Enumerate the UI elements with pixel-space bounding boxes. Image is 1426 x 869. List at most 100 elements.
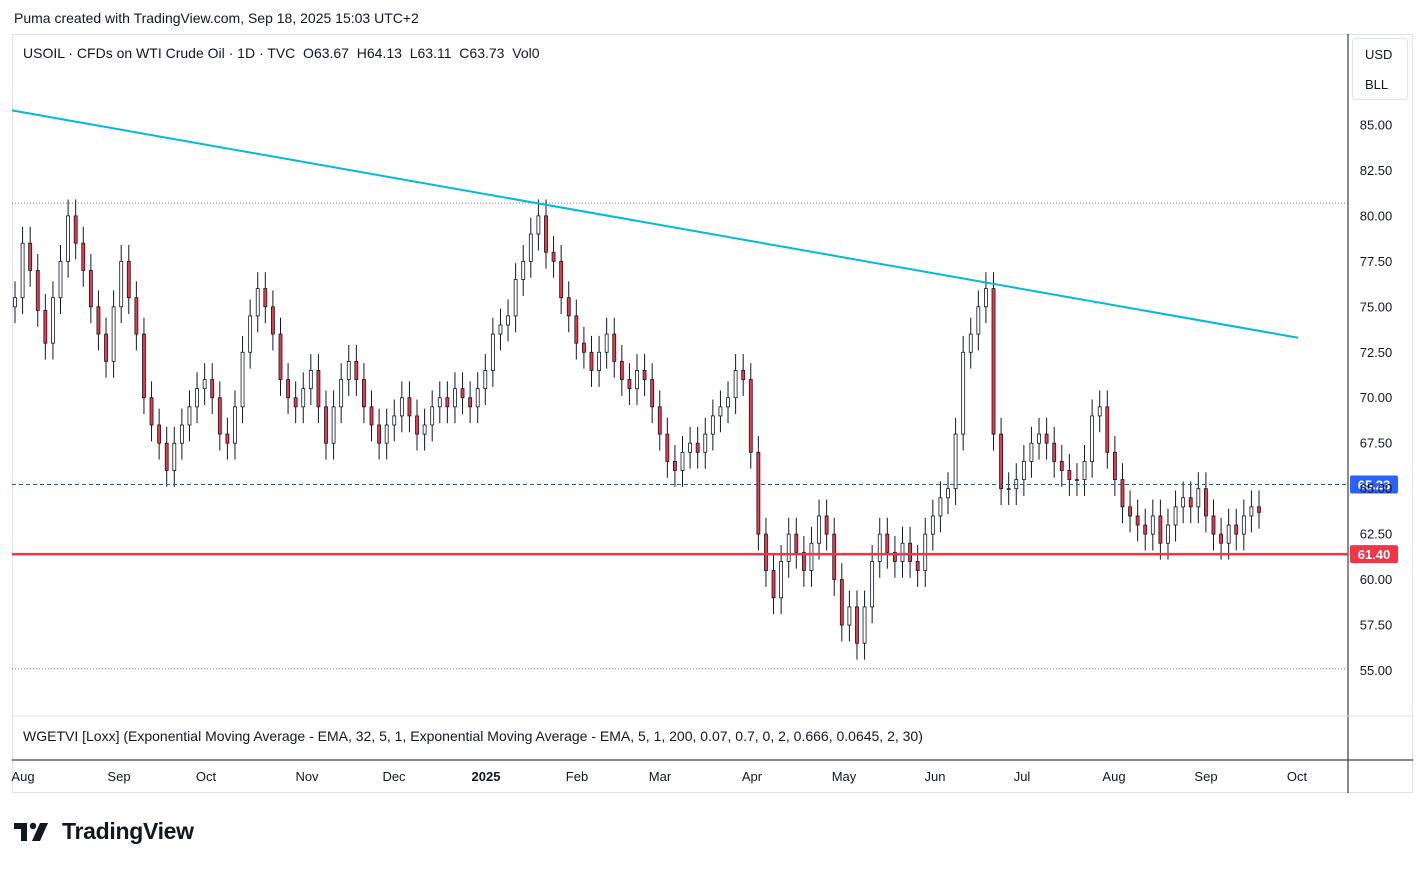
open-label: O (303, 45, 314, 61)
candle-body (43, 310, 48, 344)
candle-body (953, 433, 958, 490)
candle-body (1150, 515, 1155, 535)
candle-body (134, 297, 139, 335)
candle-body (96, 306, 101, 335)
candle-body (893, 551, 897, 562)
candle-body (1090, 415, 1095, 462)
candle-body (847, 606, 852, 626)
candle-body (604, 333, 609, 353)
candle-body (339, 379, 344, 408)
currency-unit[interactable]: USD (1365, 47, 1393, 62)
candle-body (331, 406, 336, 444)
candle-body (1196, 488, 1201, 508)
unit-selector[interactable]: USD BLL (1352, 38, 1408, 100)
candle-body (794, 533, 799, 553)
candle-body (817, 515, 821, 544)
candle-body (263, 288, 268, 308)
candle-body (58, 260, 63, 299)
candle-body (81, 242, 86, 271)
candle-body (923, 533, 928, 571)
price-axis: 55.00 57.50 60.00 62.50 65.00 67.50 70.00 72.50… (1360, 72, 1393, 678)
candle-body (187, 406, 192, 426)
candle-body (1173, 506, 1178, 526)
candle-body (877, 533, 882, 562)
candle-body (566, 297, 571, 317)
candle-body (1120, 479, 1125, 508)
volume-unit[interactable]: BLL (1365, 77, 1389, 92)
candle-body (1158, 515, 1163, 544)
candle-body (407, 397, 412, 417)
candle-body (718, 406, 723, 417)
candle-body (1211, 515, 1216, 535)
candle-body (460, 388, 465, 399)
candle-body (976, 306, 981, 335)
candle-body (377, 424, 381, 444)
candle-body (1135, 515, 1140, 526)
time-tick-label: Oct (1287, 769, 1308, 784)
candle-body (1188, 497, 1193, 508)
candle-body (1112, 451, 1117, 480)
time-tick-label: Feb (566, 769, 588, 784)
candle-body (210, 379, 215, 399)
candle-body (885, 533, 890, 553)
price-tick-label: 62.50 (1360, 527, 1393, 542)
candle-body (748, 379, 753, 453)
high-label: H (356, 45, 367, 61)
candle-body (870, 561, 875, 608)
candle-body (612, 333, 617, 362)
candle-body (589, 351, 594, 371)
candle-body (1128, 506, 1132, 517)
candle-body (513, 279, 518, 317)
candle-body (293, 397, 298, 408)
price-tick-label: 57.50 (1360, 618, 1393, 633)
candle-body (240, 351, 245, 408)
candle-body (51, 297, 55, 344)
candle-body (991, 288, 996, 435)
price-level-badge (1350, 545, 1398, 564)
price-tick-label: 75.00 (1360, 299, 1393, 314)
candle-body (855, 606, 859, 644)
candle-body (35, 270, 40, 311)
candle-body (1082, 460, 1087, 480)
candle-body (399, 397, 404, 417)
candle-body (1097, 406, 1102, 417)
candle-body (551, 251, 556, 262)
time-tick-label: Nov (295, 769, 319, 784)
indicator-legend[interactable]: WGETVI [Loxx] (Exponential Moving Averag… (23, 728, 923, 744)
time-tick-label: Jun (925, 769, 946, 784)
candle-body (346, 360, 351, 380)
candle-body (445, 397, 450, 408)
candle-body (1075, 479, 1079, 481)
price-tick-label: 72.50 (1360, 345, 1393, 360)
candle-body (1181, 497, 1186, 508)
candle-body (544, 215, 548, 253)
candle-body (862, 606, 867, 644)
candle-body (984, 288, 988, 308)
symbol-legend: USOIL · CFDs on WTI Crude Oil · 1D · TVC… (23, 45, 540, 61)
time-tick-label: 2025 (472, 769, 501, 784)
candle-body (741, 370, 746, 380)
candle-body (582, 342, 586, 353)
candle-body (968, 333, 973, 353)
candle-body (900, 542, 905, 562)
candle-body (278, 333, 283, 380)
candle-body (642, 370, 647, 380)
candle-body (498, 324, 503, 335)
candle-body (756, 451, 761, 535)
time-tick-label: Sep (1194, 769, 1217, 784)
candle-body (597, 351, 601, 371)
candle-body (1052, 442, 1057, 462)
candle-body (73, 215, 78, 244)
candles-layer (13, 199, 1261, 660)
symbol-title: USOIL · CFDs on WTI Crude Oil · 1D · TVC (23, 45, 296, 61)
candle-body (324, 406, 328, 444)
candle-body (1021, 460, 1026, 480)
candle-body (362, 379, 366, 408)
candle-body (483, 370, 488, 390)
candle-body (1143, 524, 1148, 535)
candle-body (308, 370, 313, 390)
time-tick-label: Oct (196, 769, 217, 784)
candle-body (650, 379, 655, 408)
candle-body (824, 515, 829, 535)
